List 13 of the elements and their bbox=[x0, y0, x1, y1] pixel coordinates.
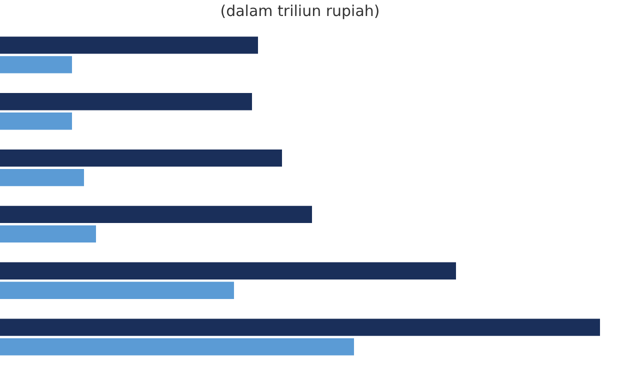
bar bbox=[0, 36, 258, 54]
bar bbox=[0, 206, 312, 224]
bar bbox=[0, 149, 282, 167]
bar bbox=[0, 282, 234, 299]
chart-title: (dalam triliun rupiah) bbox=[220, 2, 380, 20]
bar bbox=[0, 225, 96, 243]
bar bbox=[0, 338, 354, 356]
bar bbox=[0, 262, 456, 280]
bar bbox=[0, 112, 72, 130]
bar bbox=[0, 318, 600, 336]
bar bbox=[0, 168, 84, 186]
bar bbox=[0, 56, 72, 74]
bar bbox=[0, 93, 252, 110]
